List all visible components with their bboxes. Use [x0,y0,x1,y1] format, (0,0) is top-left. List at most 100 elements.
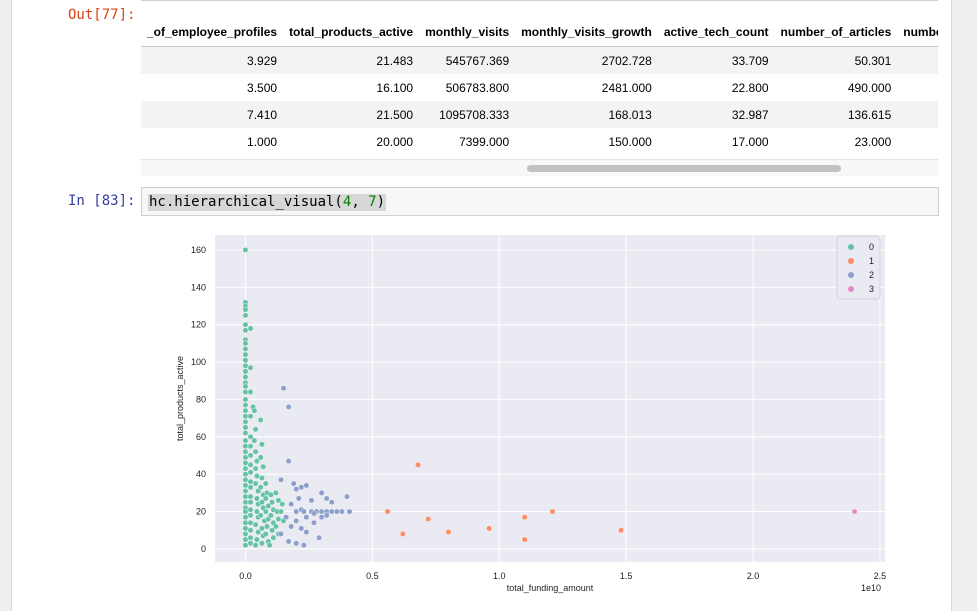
scatter-point-cluster-0 [253,508,260,515]
scatter-point-cluster-0 [269,527,276,534]
scatter-point-cluster-2 [298,525,305,532]
x-axis-offset-label: 1e10 [861,583,881,593]
scatter-point-cluster-0 [242,413,249,420]
scatter-point-cluster-0 [266,542,273,549]
scatter-point-cluster-0 [242,351,249,358]
x-tick-label: 2.5 [874,571,887,581]
scatter-point-cluster-2 [290,480,297,487]
scatter-point-cluster-2 [311,519,317,526]
y-tick-label: 40 [196,469,206,479]
scatter-point-cluster-2 [323,512,330,519]
scatter-point-cluster-2 [293,486,300,493]
scatter-point-cluster-0 [242,519,249,526]
scatter-point-cluster-0 [253,473,260,479]
scatter-point-cluster-0 [242,312,249,319]
table-cell: 33.709 [657,46,775,74]
scatter-point-cluster-1 [415,461,421,468]
table-cell: 7.410 [141,101,284,128]
scatter-point-cluster-0 [242,368,249,375]
scatter-point-cluster-2 [288,501,295,507]
scatter-point-cluster-0 [273,523,279,530]
scatter-point-cluster-0 [279,501,286,507]
scrollbar-thumb[interactable] [527,165,841,172]
table-row: 7.410 21.500 1095708.333 168.013 32.987 … [141,101,938,128]
scatter-point-cluster-0 [264,523,270,530]
x-tick-label: 0.5 [366,571,379,581]
scatter-point-cluster-2 [293,517,300,524]
scatter-point-cluster-0 [247,499,254,506]
legend-label-3: 3 [869,284,874,294]
scatter-chart-svg: 0.0 0.5 1.0 1.5 2.0 2.5020406080100120140160t… [175,235,887,593]
scatter-point-cluster-0 [259,540,265,547]
scatter-point-cluster-0 [242,402,249,408]
scatter-point-cluster-0 [242,542,249,549]
scatter-point-cluster-2 [278,531,284,537]
scatter-point-cluster-1 [425,516,432,522]
scatter-point-cluster-0 [262,495,269,502]
y-tick-label: 20 [196,507,206,517]
scatter-point-cluster-0 [269,499,276,506]
scatter-point-cluster-0 [257,417,264,423]
scatter-point-cluster-0 [257,512,264,519]
code-line[interactable]: hc.hierarchical_visual(4, 7) [148,194,387,211]
scatter-point-cluster-0 [262,531,269,537]
scatter-point-cluster-0 [273,489,279,496]
code-input-cell[interactable]: hc.hierarchical_visual(4, 7) [141,187,939,216]
scatter-point-cluster-0 [242,430,249,436]
scatter-point-cluster-0 [259,525,265,532]
scatter-point-cluster-0 [242,362,249,369]
scatter-point-cluster-0 [242,383,249,390]
scatter-point-cluster-2 [280,385,287,392]
scatter-point-cluster-2 [344,493,350,500]
table-cell: 50.301 [774,46,898,74]
scatter-point-cluster-0 [247,478,254,485]
dataframe-output[interactable]: _of_employee_profiles total_products_act… [141,0,938,176]
y-tick-label: 160 [191,245,206,255]
table-cell: 23.000 [774,128,898,155]
scatter-point-cluster-0 [242,357,249,364]
scatter-point-cluster-0 [278,508,284,515]
scatter-point-cluster-0 [242,465,249,472]
table-cell: 1095708.333 [419,101,516,128]
scatter-point-cluster-0 [247,469,254,476]
scatter-point-cluster-2 [285,458,292,464]
scatter-point-cluster-2 [316,534,322,541]
table-cell: 1.000 [141,128,284,155]
scatter-point-cluster-0 [242,424,249,431]
scatter-point-cluster-0 [265,503,272,509]
scatter-point-cluster-0 [242,499,249,506]
scatter-point-cluster-0 [247,443,254,450]
scatter-point-cluster-0 [247,493,254,500]
scatter-point-cluster-1 [384,508,391,515]
scatter-point-cluster-2 [333,508,340,515]
scatter-point-cluster-0 [252,426,259,433]
scatter-point-cluster-0 [247,452,254,459]
scatter-point-cluster-0 [242,396,249,403]
column-header: monthly_visits_growth [515,18,658,47]
scatter-point-cluster-2 [328,499,335,506]
scatter-point-cluster-0 [252,480,259,487]
scatter-point-cluster-1 [549,508,556,515]
scatter-point-cluster-0 [242,443,249,450]
scatter-point-cluster-0 [252,542,259,549]
out-prompt: Out[77]: [68,7,136,23]
y-tick-label: 60 [196,432,206,442]
horizontal-scrollbar[interactable] [141,159,938,176]
y-tick-label: 80 [196,394,206,404]
table-cell: 150.000 [515,128,658,155]
legend-label-2: 2 [869,270,874,280]
scatter-point-cluster-2 [278,476,284,483]
table-top-border [141,0,938,1]
table-cell: 7399.000 [419,128,516,155]
scatter-point-cluster-0 [259,499,265,506]
plot-area [215,235,885,562]
scatter-point-cluster-2 [295,495,302,502]
scatter-point-cluster-0 [242,493,249,500]
y-axis-label: total_products_active [175,356,185,441]
legend-marker-2 [848,272,854,278]
scatter-point-cluster-0 [247,512,254,519]
y-tick-label: 120 [191,320,206,330]
table-cell: 17.000 [657,128,775,155]
scatter-point-cluster-1 [618,527,624,534]
scatter-point-cluster-0 [242,488,249,494]
